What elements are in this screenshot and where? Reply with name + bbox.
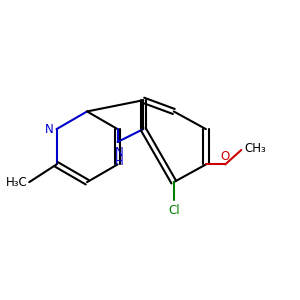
Text: Cl: Cl <box>168 204 180 217</box>
Text: CH₃: CH₃ <box>244 142 266 155</box>
Text: H₃C: H₃C <box>6 176 28 189</box>
Text: N: N <box>114 146 123 159</box>
Text: H: H <box>114 154 123 168</box>
Text: N: N <box>45 123 54 136</box>
Text: O: O <box>220 150 230 163</box>
